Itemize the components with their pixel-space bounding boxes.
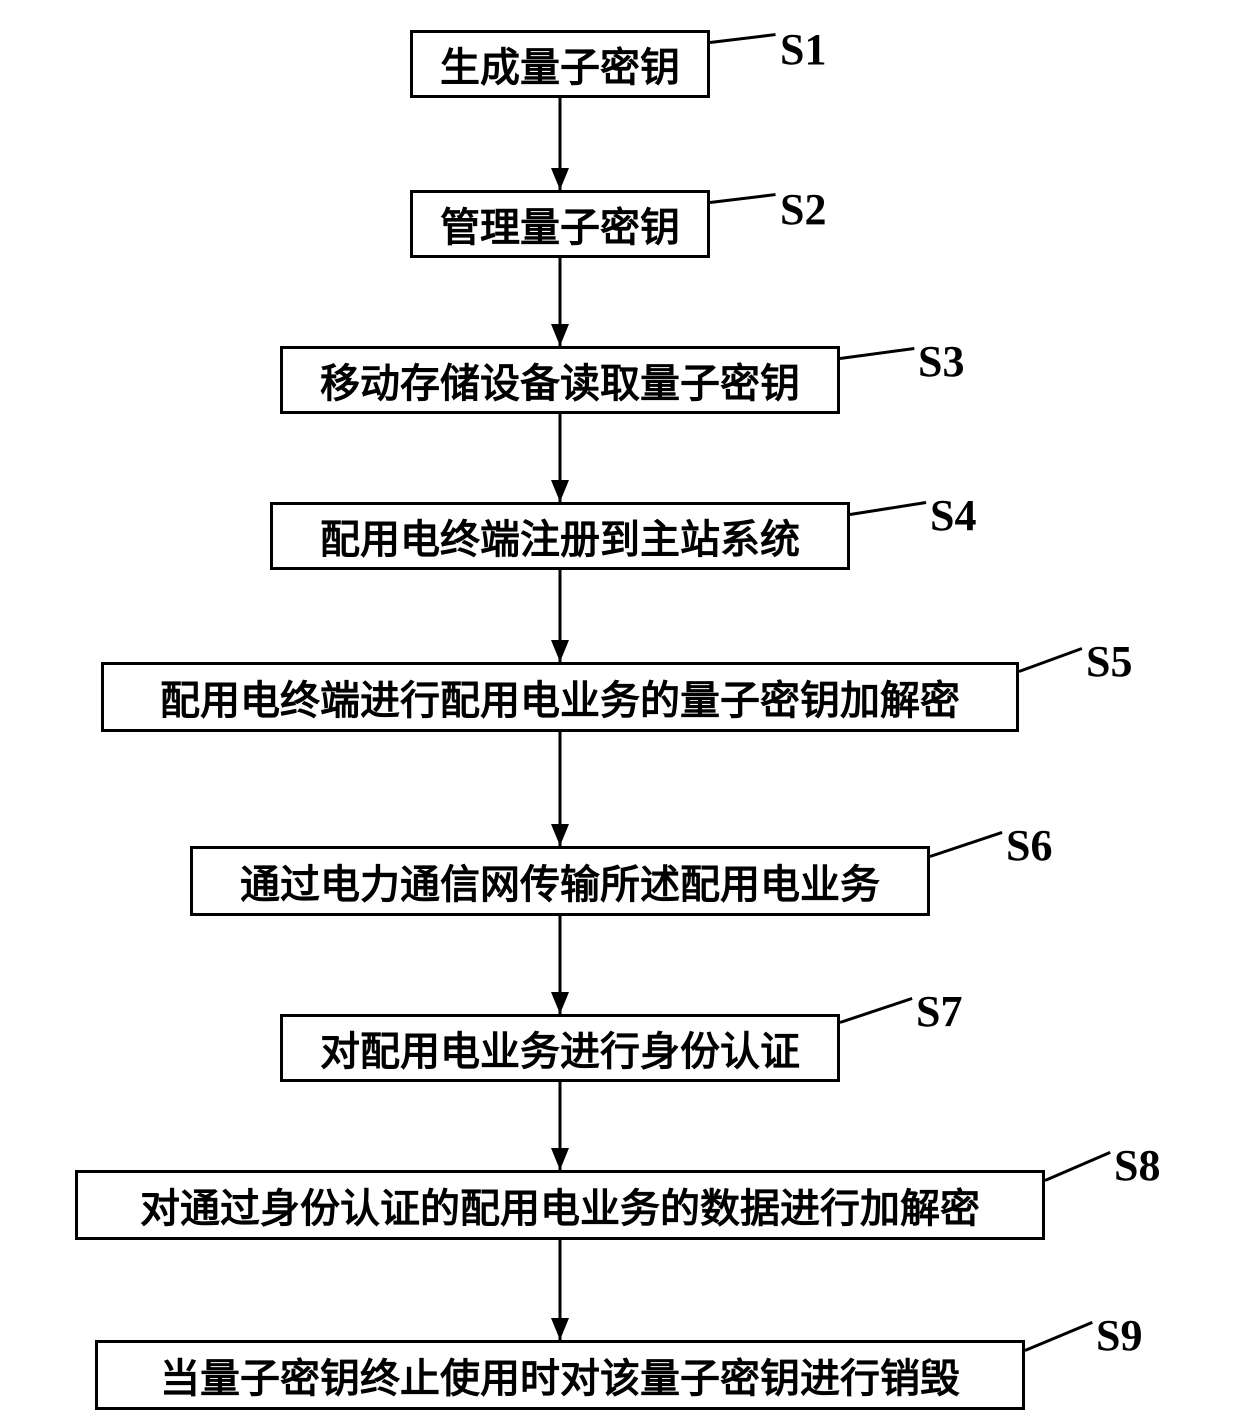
flow-node-s7: 对配用电业务进行身份认证 — [280, 1014, 840, 1082]
flow-node-text: 管理量子密钥 — [440, 195, 680, 253]
flow-arrow — [551, 258, 569, 346]
step-label-s1: S1 — [780, 24, 826, 75]
flow-arrow — [551, 732, 569, 846]
flow-node-s5: 配用电终端进行配用电业务的量子密钥加解密 — [101, 662, 1019, 732]
flow-node-text: 当量子密钥终止使用时对该量子密钥进行销毁 — [160, 1346, 960, 1404]
leader-line-s9 — [1024, 1321, 1092, 1352]
leader-line-s4 — [850, 501, 926, 516]
step-label-s3: S3 — [918, 336, 964, 387]
leader-line-s2 — [710, 193, 776, 204]
flow-node-s1: 生成量子密钥 — [410, 30, 710, 98]
flow-node-text: 配用电终端注册到主站系统 — [320, 507, 800, 565]
step-label-s2: S2 — [780, 184, 826, 235]
flow-node-text: 生成量子密钥 — [440, 35, 680, 93]
step-label-s6: S6 — [1006, 820, 1052, 871]
flow-node-s4: 配用电终端注册到主站系统 — [270, 502, 850, 570]
flow-node-s9: 当量子密钥终止使用时对该量子密钥进行销毁 — [95, 1340, 1025, 1410]
flow-arrow — [551, 98, 569, 190]
leader-line-s7 — [840, 997, 913, 1024]
step-label-s7: S7 — [916, 986, 962, 1037]
leader-line-s8 — [1044, 1151, 1110, 1182]
flow-node-s2: 管理量子密钥 — [410, 190, 710, 258]
flow-node-text: 移动存储设备读取量子密钥 — [320, 351, 800, 409]
step-label-s5: S5 — [1086, 636, 1132, 687]
flow-arrow — [551, 570, 569, 662]
leader-line-s1 — [710, 33, 776, 44]
flow-arrow — [551, 916, 569, 1014]
flow-arrow — [551, 414, 569, 502]
flow-node-s8: 对通过身份认证的配用电业务的数据进行加解密 — [75, 1170, 1045, 1240]
leader-line-s3 — [840, 347, 914, 360]
flow-node-text: 对通过身份认证的配用电业务的数据进行加解密 — [140, 1176, 980, 1234]
flow-node-text: 对配用电业务进行身份认证 — [320, 1019, 800, 1077]
step-label-s8: S8 — [1114, 1140, 1160, 1191]
flow-node-text: 通过电力通信网传输所述配用电业务 — [240, 852, 880, 910]
leader-line-s5 — [1018, 647, 1082, 673]
flow-arrow — [551, 1240, 569, 1340]
leader-line-s6 — [930, 831, 1003, 858]
flow-node-s3: 移动存储设备读取量子密钥 — [280, 346, 840, 414]
step-label-s4: S4 — [930, 490, 976, 541]
step-label-s9: S9 — [1096, 1310, 1142, 1361]
flow-node-text: 配用电终端进行配用电业务的量子密钥加解密 — [160, 668, 960, 726]
flow-arrow — [551, 1082, 569, 1170]
flow-node-s6: 通过电力通信网传输所述配用电业务 — [190, 846, 930, 916]
